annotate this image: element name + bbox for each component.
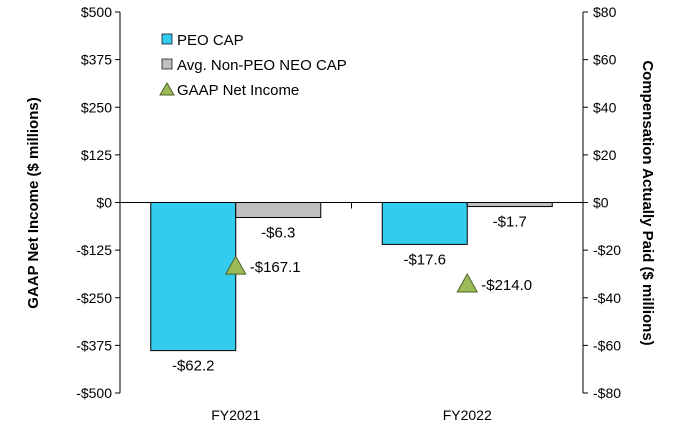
right-axis-ticks: $80 $60 $40 $20 $0 -$20 -$40 -$60 -$80 [583, 4, 621, 401]
avg-non-peo-neo-cap-label: -$6.3 [261, 225, 295, 242]
left-tick-label: -$125 [76, 242, 112, 258]
avg-non-peo-neo-cap-bar [235, 202, 322, 219]
legend-label-gaap-net-income: GAAP Net Income [177, 82, 299, 99]
peo-cap-label: -$17.6 [403, 251, 446, 268]
peo-cap-bar [150, 202, 237, 352]
left-tick-label: $375 [81, 52, 112, 68]
category-labels: FY2021 FY2022 [211, 407, 492, 423]
left-tick-label: $500 [81, 4, 112, 20]
legend-swatch-gaap-net-income [159, 82, 175, 96]
avg-non-peo-neo-cap-label: -$1.7 [493, 214, 527, 231]
left-axis-title: GAAP Net Income ($ millions) [25, 97, 42, 308]
right-tick-label: $20 [593, 147, 617, 163]
gaap-net-income-marker [224, 255, 247, 275]
legend-swatch-peo-cap [161, 33, 173, 45]
category-label: FY2021 [211, 407, 260, 423]
left-tick-label: $0 [96, 195, 112, 211]
data-labels: -$62.2 -$6.3 -$167.1 -$17.6 -$1.7 -$214.0 [172, 214, 532, 375]
left-tick-label: $125 [81, 147, 112, 163]
avg-non-peo-neo-cap-bar [466, 202, 553, 208]
right-tick-label: $60 [593, 52, 617, 68]
left-tick-label: $250 [81, 99, 112, 115]
peo-cap-label: -$62.2 [172, 358, 215, 375]
left-tick-label: -$375 [76, 337, 112, 353]
legend-label-peo-cap: PEO CAP [177, 32, 244, 49]
right-tick-label: $80 [593, 4, 617, 20]
right-tick-label: -$60 [593, 337, 621, 353]
left-tick-label: -$500 [76, 385, 112, 401]
peo-cap-bar [381, 202, 468, 245]
left-tick-label: -$250 [76, 290, 112, 306]
right-axis-title: Compensation Actually Paid ($ millions) [639, 60, 656, 345]
legend-label-avg-non-peo-neo-cap: Avg. Non-PEO NEO CAP [177, 57, 347, 74]
right-tick-label: $0 [593, 195, 609, 211]
left-axis-ticks: $500 $375 $250 $125 $0 -$125 -$250 -$375 -$500 [76, 4, 120, 401]
right-tick-label: $40 [593, 99, 617, 115]
right-tick-label: -$20 [593, 242, 621, 258]
legend-swatch-avg-non-peo-neo-cap [161, 58, 173, 70]
gaap-net-income-label: -$167.1 [250, 259, 301, 276]
bars [150, 202, 553, 352]
net-income-markers [224, 255, 479, 293]
gaap-net-income-marker [456, 273, 479, 293]
category-label: FY2022 [443, 407, 492, 423]
gaap-net-income-label: -$214.0 [481, 277, 532, 294]
right-tick-label: -$40 [593, 290, 621, 306]
legend: PEO CAP Avg. Non-PEO NEO CAP GAAP Net Inco… [159, 32, 347, 99]
right-tick-label: -$80 [593, 385, 621, 401]
